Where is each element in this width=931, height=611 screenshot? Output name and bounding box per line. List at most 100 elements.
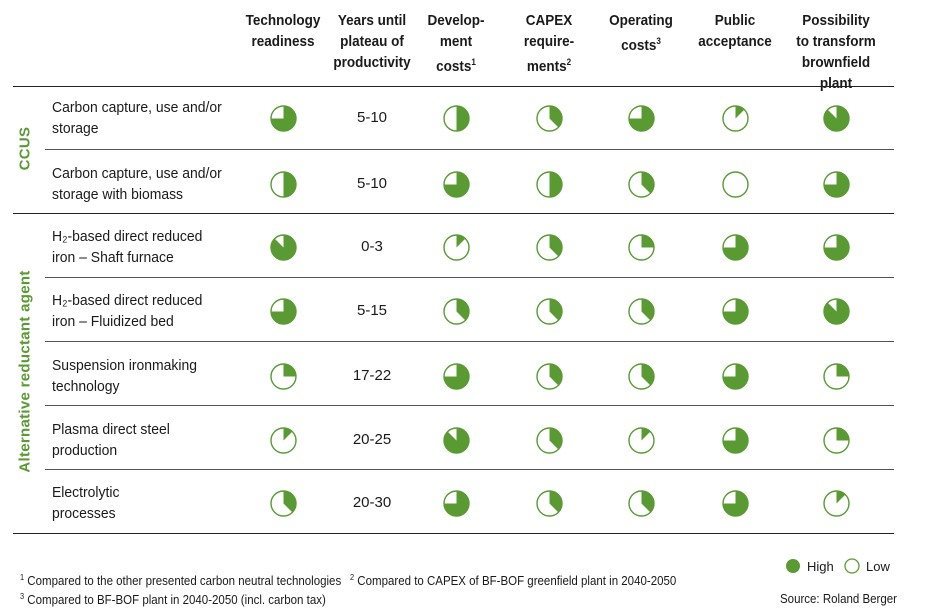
harvey-ball-development-costs bbox=[442, 104, 470, 132]
years-value: 20-30 bbox=[352, 494, 392, 511]
row-divider bbox=[45, 277, 894, 278]
harvey-ball-fill bbox=[722, 490, 748, 516]
harvey-ball-fill bbox=[283, 171, 296, 197]
harvey-ball-fill bbox=[456, 105, 469, 131]
legend-low: Low bbox=[844, 558, 890, 574]
harvey-ball-operating-costs bbox=[627, 104, 655, 132]
row-label-line-2: storage bbox=[52, 120, 99, 137]
harvey-ball-fill bbox=[443, 427, 469, 453]
harvey-ball-brownfield bbox=[822, 297, 850, 325]
row-label-line-2: iron – Fluidized bed bbox=[52, 313, 174, 330]
row-label: Suspension ironmaking technology bbox=[52, 355, 238, 397]
column-header-brownfield: Possibility to transform brownfield plant bbox=[796, 12, 876, 92]
harvey-ball-capex bbox=[535, 233, 563, 261]
harvey-ball-fill bbox=[283, 363, 296, 376]
harvey-ball-fill bbox=[722, 427, 748, 453]
legend-high-icon bbox=[786, 559, 800, 573]
harvey-ball-technology-readiness bbox=[269, 233, 297, 261]
harvey-ball-fill bbox=[270, 298, 296, 324]
harvey-ball-operating-costs bbox=[627, 233, 655, 261]
footnote-3: 3 Compared to BF-BOF plant in 2040-2050 … bbox=[20, 592, 326, 608]
harvey-ball-capex bbox=[535, 489, 563, 517]
row-label-line-1: Carbon capture, use and/or bbox=[52, 165, 222, 182]
harvey-ball-fill bbox=[823, 171, 849, 197]
harvey-ball-operating-costs bbox=[627, 362, 655, 390]
row-label: H₂-based direct reduced iron – Shaft furn… bbox=[52, 226, 238, 268]
harvey-ball-fill bbox=[456, 298, 469, 320]
harvey-ball-operating-costs bbox=[627, 170, 655, 198]
harvey-ball-fill bbox=[641, 234, 654, 247]
harvey-ball-public-acceptance bbox=[721, 426, 749, 454]
harvey-ball-fill bbox=[443, 363, 469, 389]
harvey-ball-public-acceptance bbox=[721, 362, 749, 390]
harvey-ball-fill bbox=[549, 105, 562, 127]
row-label: Carbon capture, use and/or storage with b… bbox=[52, 163, 238, 205]
harvey-ball-fill bbox=[283, 427, 292, 440]
harvey-ball-public-acceptance bbox=[721, 104, 749, 132]
footnote-2: 2 Compared to CAPEX of BF-BOF greenfield… bbox=[350, 573, 677, 589]
years-value: 0-3 bbox=[361, 238, 383, 255]
row-label-line-1: Plasma direct steel bbox=[52, 421, 170, 438]
row-divider bbox=[13, 533, 894, 534]
harvey-ball-capex bbox=[535, 170, 563, 198]
harvey-ball-fill bbox=[549, 171, 562, 197]
harvey-ball-brownfield bbox=[822, 233, 850, 261]
harvey-ball-fill bbox=[549, 234, 562, 256]
row-label-line-1: Carbon capture, use and/or bbox=[52, 99, 222, 116]
row-label-line-2: production bbox=[52, 442, 118, 459]
harvey-ball-fill bbox=[836, 427, 849, 440]
years-value: 5-10 bbox=[356, 175, 388, 192]
row-divider bbox=[45, 469, 894, 470]
harvey-ball-fill bbox=[735, 105, 744, 118]
row-label-line-2: storage with biomass bbox=[52, 186, 184, 203]
harvey-ball-brownfield bbox=[822, 489, 850, 517]
harvey-ball-fill bbox=[836, 363, 849, 376]
harvey-ball-fill bbox=[641, 490, 654, 512]
harvey-ball-fill bbox=[823, 234, 849, 260]
harvey-ball-technology-readiness bbox=[269, 170, 297, 198]
row-divider bbox=[13, 86, 894, 87]
harvey-ball-fill bbox=[722, 363, 748, 389]
harvey-ball-fill bbox=[722, 298, 748, 324]
harvey-ball-brownfield bbox=[822, 104, 850, 132]
years-value: 5-15 bbox=[356, 302, 388, 319]
legend-low-icon bbox=[844, 558, 860, 574]
row-label-line-1: H₂-based direct reduced bbox=[52, 228, 203, 245]
row-label-line-1: H₂-based direct reduced bbox=[52, 292, 203, 309]
harvey-ball-fill bbox=[443, 490, 469, 516]
harvey-ball-public-acceptance bbox=[721, 489, 749, 517]
harvey-ball-technology-readiness bbox=[269, 104, 297, 132]
harvey-ball-fill bbox=[549, 490, 562, 512]
harvey-ball-fill bbox=[823, 298, 849, 324]
column-header-capex: CAPEX require-ments2 bbox=[523, 12, 575, 75]
row-label-line-1: Suspension ironmaking bbox=[52, 357, 198, 374]
harvey-ball-technology-readiness bbox=[269, 297, 297, 325]
harvey-ball-development-costs bbox=[442, 362, 470, 390]
harvey-ball-fill bbox=[722, 234, 748, 260]
harvey-ball-development-costs bbox=[442, 170, 470, 198]
harvey-ball-fill bbox=[628, 105, 654, 131]
group-label-alternative-reductant-agent: Alternative reductant agent bbox=[16, 270, 34, 473]
harvey-ball-technology-readiness bbox=[269, 426, 297, 454]
footnote-1: 1 Compared to the other presented carbon… bbox=[20, 573, 342, 589]
harvey-ball-public-acceptance bbox=[721, 297, 749, 325]
harvey-ball-fill bbox=[549, 427, 562, 449]
harvey-ball-fill bbox=[270, 105, 296, 131]
harvey-ball-fill bbox=[823, 105, 849, 131]
harvey-ball-fill bbox=[641, 298, 654, 320]
column-header-operating-costs: Operating costs3 bbox=[609, 12, 673, 54]
harvey-ball-fill bbox=[836, 490, 845, 503]
years-value: 17-22 bbox=[352, 367, 392, 384]
harvey-ball-operating-costs bbox=[627, 489, 655, 517]
harvey-ball-capex bbox=[535, 297, 563, 325]
harvey-ball-fill bbox=[549, 363, 562, 385]
harvey-ball-fill bbox=[283, 490, 296, 512]
years-value: 5-10 bbox=[356, 109, 388, 126]
column-header-years: Years until plateau of productivity bbox=[333, 12, 411, 71]
harvey-ball-capex bbox=[535, 104, 563, 132]
harvey-ball-public-acceptance bbox=[721, 233, 749, 261]
harvey-ball-development-costs bbox=[442, 426, 470, 454]
harvey-ball-fill bbox=[641, 427, 650, 440]
row-label: H₂-based direct reduced iron – Fluidized … bbox=[52, 290, 238, 332]
harvey-ball-development-costs bbox=[442, 233, 470, 261]
